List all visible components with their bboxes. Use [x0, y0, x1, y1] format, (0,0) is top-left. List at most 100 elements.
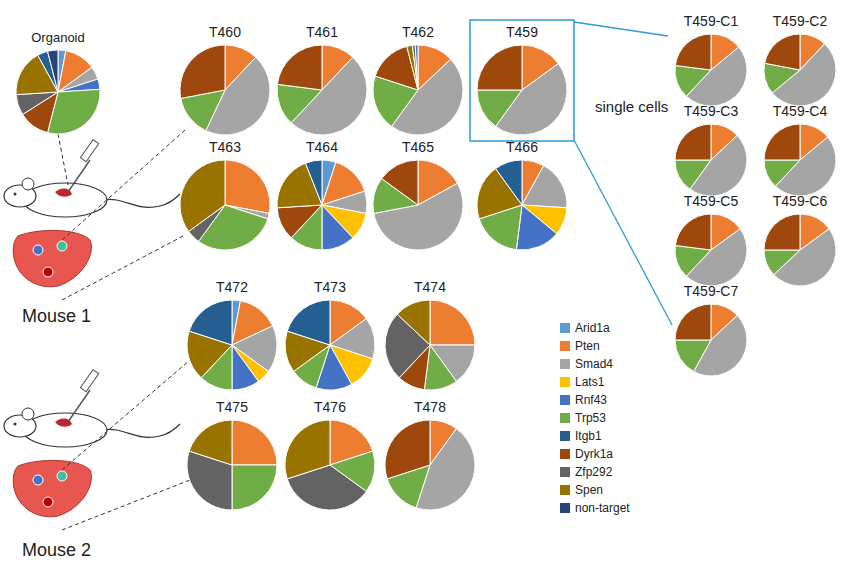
tumor-dot [33, 245, 43, 255]
pie-title: T459-C2 [773, 13, 828, 29]
pie-chart [477, 160, 567, 250]
pie-chart [675, 34, 747, 106]
pie-slice [764, 214, 800, 250]
pie-slice [180, 45, 225, 98]
legend-swatch [560, 413, 570, 423]
pie-slice [48, 50, 58, 92]
legend-label: Dyrk1a [575, 447, 613, 461]
pie-title: T463 [209, 139, 241, 155]
connector [574, 140, 672, 325]
legend-item: Arid1a [560, 321, 610, 335]
legend-label: Pten [575, 339, 600, 353]
legend-label: Trp53 [575, 411, 606, 425]
pie-title: T462 [402, 24, 434, 40]
pie-slice [189, 300, 232, 345]
legend-swatch [560, 359, 570, 369]
legend-label: non-target [575, 501, 630, 515]
connector [62, 130, 185, 240]
legend-item: Lats1 [560, 375, 605, 389]
legend-item: Trp53 [560, 411, 606, 425]
legend-swatch [560, 341, 570, 351]
pie-chart [187, 300, 277, 390]
pie-slice [764, 250, 800, 275]
legend-item: Pten [560, 339, 600, 353]
pie-slice [285, 420, 330, 479]
pie-slice [189, 420, 232, 465]
pie-chart [675, 214, 747, 286]
connector [574, 22, 668, 36]
legend-item: non-target [560, 501, 630, 515]
pie-chart [385, 300, 475, 390]
pie-slice [322, 205, 353, 250]
pie-slice [305, 160, 322, 205]
pie-slice [522, 166, 567, 208]
pie-chart [187, 420, 277, 510]
pie-title: T461 [306, 24, 338, 40]
pie-slice [764, 124, 800, 160]
pie-title: T459-C3 [684, 103, 739, 119]
legend-label: Spen [575, 483, 603, 497]
pie-title: T472 [216, 279, 248, 295]
pie-slice [675, 340, 711, 372]
pie-chart [675, 124, 747, 196]
legend-item: Smad4 [560, 357, 613, 371]
pie-title: Organoid [31, 30, 84, 45]
pie-slice [415, 45, 418, 90]
pie-slice [675, 65, 711, 96]
decoration [4, 20, 672, 530]
pie-slice [412, 45, 418, 90]
liver-shape [13, 460, 91, 516]
pie-title: T473 [314, 279, 346, 295]
pie-chart [180, 160, 270, 250]
pie-slice [496, 160, 522, 205]
tumor-dot [57, 241, 67, 251]
pie-slice [180, 160, 225, 231]
legend-label: Arid1a [575, 321, 610, 335]
legend-swatch [560, 449, 570, 459]
pie-slice [764, 160, 800, 186]
pie-slice [675, 34, 711, 70]
tumor-dot [57, 471, 67, 481]
syringe-body [80, 140, 98, 162]
pie-title: T464 [306, 139, 338, 155]
legend-item: Spen [560, 483, 603, 497]
legend-swatch [560, 485, 570, 495]
pie-chart [373, 45, 463, 135]
pie-slice [477, 45, 522, 90]
pie-title: T459-C7 [684, 283, 739, 299]
pie-slice [277, 205, 322, 238]
mouse-eye [14, 423, 17, 426]
legend-swatch [560, 431, 570, 441]
legend: Arid1a Pten Smad4 Lats1 Rnf43 Trp53 Itgb1 Dyrk1… [560, 321, 630, 515]
tumor-dot [43, 497, 53, 507]
pie-slice [277, 84, 322, 122]
legend-swatch [560, 503, 570, 513]
legend-label: Smad4 [575, 357, 613, 371]
connector [62, 360, 190, 470]
pie-slice [287, 300, 330, 345]
pie-chart [764, 124, 836, 196]
pie-title: T474 [414, 279, 446, 295]
pie-chart [385, 420, 475, 510]
pie-slice [477, 90, 522, 126]
pie-chart [16, 50, 100, 134]
pie-chart [180, 45, 270, 135]
tumor-dot [33, 475, 43, 485]
highlight-box [470, 20, 574, 141]
pie-slice [675, 245, 711, 276]
liver [13, 230, 91, 286]
pie-title: T476 [314, 399, 346, 415]
legend-item: Zfp292 [560, 465, 613, 479]
pie-slice [16, 92, 58, 115]
legend-label: Itgb1 [575, 429, 602, 443]
pie-title: T459-C6 [773, 193, 828, 209]
pie-slice [385, 420, 430, 479]
pie-chart [277, 160, 367, 250]
legend-label: Rnf43 [575, 393, 607, 407]
pie-slice [232, 420, 277, 465]
pie-title: T475 [216, 399, 248, 415]
figure: OrganoidT460T461T462T459T463T464T465T466… [0, 0, 863, 568]
legend-label: Zfp292 [575, 465, 613, 479]
pie-title: T459-C5 [684, 193, 739, 209]
tumor-dot [43, 267, 53, 277]
